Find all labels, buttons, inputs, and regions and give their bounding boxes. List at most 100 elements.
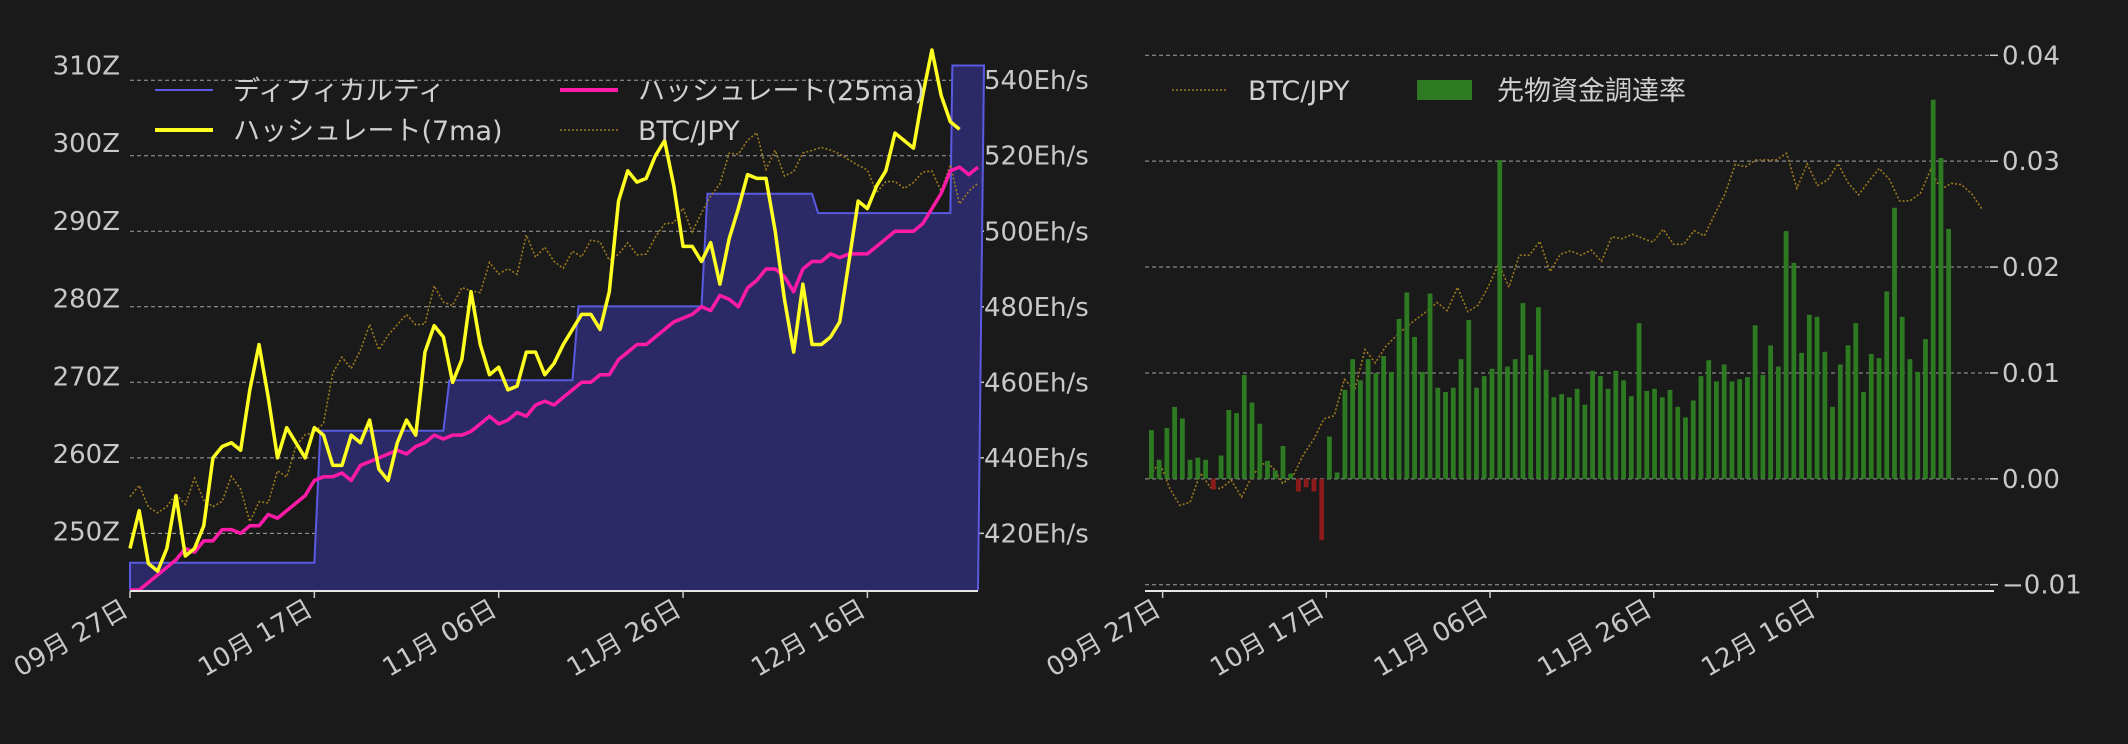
left-axis-tick-label: 310Z xyxy=(53,52,120,82)
right-axis-tick-label: 0.02 xyxy=(2002,253,2060,283)
funding-rate-bar xyxy=(1149,430,1154,479)
funding-rate-bar xyxy=(1350,359,1356,479)
x-axis-tick-label: 10月 17日 xyxy=(193,594,317,683)
funding-rate-bar xyxy=(1342,389,1348,479)
legend-label: BTC/JPY xyxy=(1248,76,1350,107)
hashrate-25ma-line xyxy=(130,165,980,592)
funding-rate-bar xyxy=(1435,387,1441,479)
btc-jpy-line xyxy=(129,131,979,524)
funding-rate-bar xyxy=(1365,359,1371,479)
funding-rate-bar xyxy=(1853,323,1859,479)
right-axis-tick-label: 0.03 xyxy=(2002,147,2060,177)
funding-rate-bar xyxy=(1775,366,1781,479)
funding-rate-bar xyxy=(1892,207,1897,479)
right-axis-tick-label: 480Eh/s xyxy=(984,293,1089,323)
funding-rate-bar xyxy=(1520,303,1526,479)
funding-rate-bar xyxy=(1915,371,1921,479)
funding-rate-bar xyxy=(1412,336,1417,479)
hashrate-7ma-line xyxy=(128,48,961,573)
funding-rate-bar xyxy=(1566,397,1572,479)
funding-rate-bar xyxy=(1203,459,1208,479)
x-axis-tick-label: 09月 27日 xyxy=(1042,594,1166,683)
funding-rate-bar xyxy=(1195,457,1201,479)
x-axis-tick-label: 11月 06日 xyxy=(378,594,502,683)
funding-rate-bar xyxy=(1644,390,1650,479)
funding-rate-bar xyxy=(1218,455,1224,479)
funding-rate-bar xyxy=(1474,387,1479,479)
funding-rate-bar xyxy=(1621,380,1626,479)
left-axis-tick-label: 260Z xyxy=(53,440,120,470)
right-chart: −0.01 0.00 0.01 0.02 0.03 0.04 09月 27日 10月 17日 1… xyxy=(1042,41,2082,683)
funding-rate-bar xyxy=(1721,364,1727,479)
right-axis-tick-label: 420Eh/s xyxy=(984,519,1089,549)
funding-rate-bar xyxy=(1226,410,1232,479)
funding-rate-bar xyxy=(1536,307,1541,479)
funding-rate-bar xyxy=(1923,339,1928,479)
right-axis-tick-label: 500Eh/s xyxy=(984,217,1089,247)
funding-rate-bar xyxy=(1814,316,1820,479)
legend-label: ハッシュレート(25ma) xyxy=(638,76,925,107)
funding-rate-bar xyxy=(1481,376,1487,479)
left-axis-tick-label: 270Z xyxy=(53,362,120,392)
legend: BTC/JPY 先物資金調達率 xyxy=(1172,76,1686,107)
funding-rate-bar xyxy=(1559,394,1565,479)
right-axis-tick-label: 460Eh/s xyxy=(984,368,1089,398)
funding-rate-bar xyxy=(1597,376,1603,479)
funding-rate-bar xyxy=(1582,404,1588,479)
funding-rate-bar xyxy=(1613,370,1619,479)
right-axis-tick-label: 0.01 xyxy=(2002,359,2060,389)
left-axis-tick-label: 300Z xyxy=(53,129,120,159)
funding-rate-bar xyxy=(1845,345,1851,479)
funding-rate-bar xyxy=(1319,478,1325,541)
legend-label: BTC/JPY xyxy=(638,116,740,147)
funding-rate-bar xyxy=(1605,388,1611,479)
funding-rate-bar xyxy=(1822,351,1828,479)
funding-rate-bar xyxy=(1791,262,1797,479)
x-axis-tick-label: 11月 26日 xyxy=(562,594,686,683)
funding-rate-bar xyxy=(1396,318,1402,479)
funding-rate-bar xyxy=(1899,316,1905,479)
funding-rate-bar xyxy=(1234,413,1239,479)
funding-rate-bar xyxy=(1652,388,1657,479)
funding-rate-bar xyxy=(1489,368,1495,479)
funding-rate-bar xyxy=(1938,158,1944,479)
funding-rate-bar xyxy=(1327,436,1332,479)
funding-rate-bar xyxy=(1164,428,1170,479)
funding-rate-bar xyxy=(1357,380,1363,479)
funding-rate-bar xyxy=(1179,418,1185,479)
funding-rate-bar xyxy=(1265,460,1270,479)
legend-label: ディフィカルティ xyxy=(233,76,445,107)
funding-rate-bar xyxy=(1698,376,1704,479)
funding-rate-bar xyxy=(1249,402,1255,479)
left-axis-tick-label: 250Z xyxy=(53,518,120,548)
funding-rate-bar xyxy=(1497,160,1503,479)
funding-rate-bar xyxy=(1543,369,1549,479)
right-axis-tick-label: 0.04 xyxy=(2002,41,2060,71)
funding-rate-bar xyxy=(1172,406,1178,479)
funding-rate-bar xyxy=(1288,473,1294,479)
left-axis-tick-label: 280Z xyxy=(53,285,120,315)
legend-swatch xyxy=(1417,80,1472,100)
funding-rate-bar xyxy=(1868,353,1874,479)
legend-label: ハッシュレート(7ma) xyxy=(233,116,503,147)
x-axis-tick-label: 11月 26日 xyxy=(1533,594,1657,683)
funding-rate-bar xyxy=(1659,397,1665,479)
funding-rate-bar xyxy=(1427,293,1433,479)
funding-rate-bar xyxy=(1210,478,1216,490)
legend: ディフィカルティ ハッシュレート(25ma) ハッシュレート(7ma) BTC/JPY xyxy=(155,76,925,147)
funding-rate-bar xyxy=(1737,379,1743,479)
funding-rate-bar xyxy=(1419,371,1425,479)
funding-rate-bar xyxy=(1667,389,1673,479)
funding-rate-bar xyxy=(1466,320,1472,479)
funding-rate-bar xyxy=(1861,392,1866,479)
funding-rate-bar xyxy=(1187,459,1193,479)
x-axis-tick-label: 12月 16日 xyxy=(1696,594,1820,683)
legend-label: 先物資金調達率 xyxy=(1497,76,1686,107)
funding-rate-bar xyxy=(1381,356,1387,479)
x-axis-tick-label: 12月 16日 xyxy=(746,594,870,683)
funding-rate-bar xyxy=(1257,423,1263,479)
right-axis-tick-label: −0.01 xyxy=(2002,571,2082,601)
funding-rate-bar xyxy=(1946,228,1952,479)
funding-rate-bar xyxy=(1806,314,1812,479)
funding-rate-bar xyxy=(1729,381,1735,479)
